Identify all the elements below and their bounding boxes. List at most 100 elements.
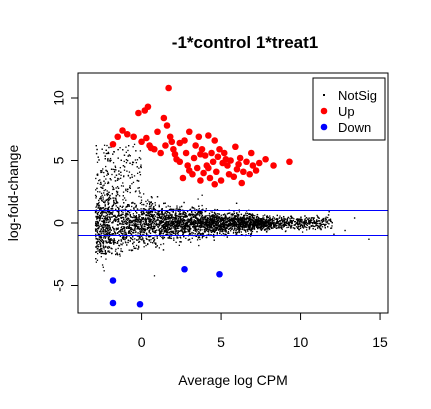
notsig-point: [256, 220, 259, 222]
notsig-point: [234, 216, 236, 218]
notsig-point: [119, 205, 121, 207]
notsig-point: [126, 226, 128, 228]
notsig-point: [104, 223, 106, 225]
notsig-point: [139, 202, 142, 204]
notsig-point: [181, 215, 183, 217]
notsig-point: [125, 218, 127, 220]
notsig-point: [233, 219, 236, 222]
notsig-point: [273, 222, 276, 224]
notsig-point: [308, 217, 310, 219]
notsig-point: [291, 222, 293, 224]
notsig-point: [248, 213, 250, 216]
notsig-point: [177, 219, 179, 222]
notsig-point: [209, 217, 212, 219]
notsig-point: [145, 214, 147, 216]
notsig-point: [212, 216, 214, 218]
notsig-point: [106, 233, 108, 236]
notsig-point: [165, 210, 168, 212]
notsig-point: [297, 220, 300, 222]
notsig-point: [244, 222, 246, 224]
notsig-point: [263, 223, 266, 225]
notsig-point: [209, 219, 211, 221]
notsig-point: [177, 222, 179, 225]
notsig-point: [134, 228, 136, 230]
notsig-point: [130, 233, 132, 235]
notsig-point: [202, 232, 204, 235]
notsig-point: [233, 218, 235, 220]
notsig-point: [181, 225, 183, 228]
notsig-point: [265, 228, 267, 230]
notsig-point: [169, 220, 171, 222]
notsig-point: [134, 238, 136, 240]
notsig-point: [103, 201, 105, 203]
notsig-point: [185, 216, 187, 218]
notsig-point: [122, 191, 125, 193]
notsig-point: [197, 228, 199, 230]
notsig-point: [261, 222, 263, 225]
notsig-point: [103, 144, 106, 146]
notsig-point: [184, 214, 187, 216]
notsig-point: [101, 213, 103, 215]
notsig-point: [129, 219, 131, 221]
notsig-point: [205, 228, 207, 230]
notsig-point: [149, 223, 151, 226]
notsig-point: [213, 239, 215, 241]
notsig-point: [302, 222, 305, 224]
notsig-point: [163, 227, 165, 230]
notsig-point: [278, 224, 280, 226]
notsig-point: [123, 160, 125, 163]
notsig-point: [194, 226, 197, 228]
notsig-point: [143, 240, 145, 242]
notsig-point: [117, 227, 119, 229]
notsig-point: [153, 224, 155, 226]
notsig-point: [184, 231, 186, 233]
notsig-point: [110, 159, 112, 162]
notsig-point: [114, 165, 116, 167]
notsig-point: [133, 223, 135, 225]
notsig-point: [102, 226, 104, 229]
notsig-point: [155, 223, 157, 226]
notsig-point: [198, 208, 200, 210]
notsig-point: [274, 218, 276, 220]
notsig-point: [289, 219, 291, 221]
notsig-point: [249, 218, 252, 220]
notsig-point: [133, 225, 135, 227]
notsig-point: [177, 234, 179, 236]
notsig-point: [256, 222, 259, 224]
notsig-point: [288, 223, 290, 225]
notsig-point: [167, 223, 169, 226]
notsig-point: [94, 210, 97, 212]
notsig-point: [167, 211, 169, 213]
notsig-point: [106, 208, 109, 210]
notsig-point: [184, 212, 187, 214]
notsig-point: [115, 227, 117, 230]
notsig-point: [117, 228, 119, 230]
notsig-point: [122, 211, 124, 213]
notsig-point: [180, 222, 182, 224]
notsig-point: [197, 218, 200, 220]
notsig-point: [221, 223, 223, 226]
notsig-point: [117, 157, 119, 159]
notsig-point: [167, 221, 170, 224]
notsig-point: [100, 229, 102, 231]
notsig-point: [221, 229, 223, 231]
notsig-point: [140, 228, 143, 230]
notsig-point: [256, 218, 258, 220]
notsig-point: [271, 220, 273, 222]
notsig-point: [247, 220, 249, 223]
notsig-point: [114, 166, 117, 169]
notsig-point: [119, 167, 122, 169]
notsig-point: [140, 199, 143, 201]
notsig-point: [157, 219, 159, 221]
notsig-point: [135, 218, 138, 220]
notsig-point: [236, 214, 239, 216]
notsig-point: [99, 242, 102, 244]
notsig-point: [97, 239, 99, 241]
notsig-point: [148, 224, 150, 226]
notsig-point: [123, 197, 126, 199]
notsig-point: [175, 220, 177, 223]
notsig-point: [141, 237, 144, 239]
notsig-point: [116, 192, 118, 194]
notsig-point: [100, 195, 102, 198]
notsig-point: [236, 216, 239, 218]
